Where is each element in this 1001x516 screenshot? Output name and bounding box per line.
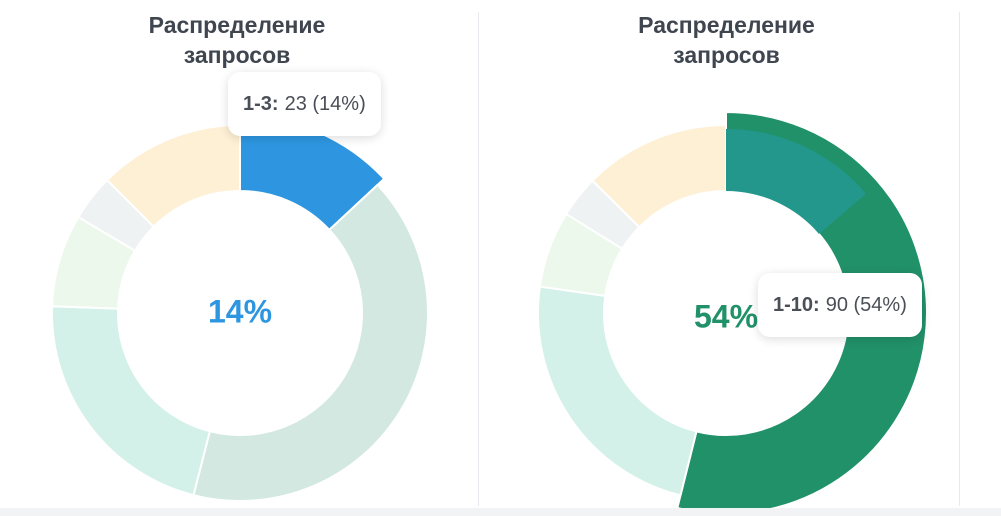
donut-slice[interactable] — [192, 183, 429, 502]
tooltip-label: 1-3: — [243, 93, 279, 115]
donut-chart: 14% — [51, 115, 429, 502]
tooltip-label: 1-10: — [773, 294, 820, 316]
chart-tooltip: 1-3: 23 (14%) — [228, 72, 381, 136]
chart-tooltip: 1-10: 90 (54%) — [758, 273, 922, 337]
chart-title-line: Распределение — [638, 12, 815, 38]
donut-slice-overlay — [726, 129, 867, 234]
chart-title-line: Распределение — [148, 12, 326, 38]
chart-title: Распределение запросов — [486, 10, 967, 70]
chart-title-line: запросов — [673, 42, 780, 68]
donut-center-value: 14% — [208, 293, 272, 329]
donut-slice[interactable] — [51, 305, 211, 497]
panel-divider — [959, 12, 960, 506]
donut-center-value: 54% — [694, 298, 758, 334]
tooltip-value: 23 (14%) — [284, 93, 366, 115]
chart-title: Распределение запросов — [0, 10, 476, 70]
tooltip-value: 90 (54%) — [825, 294, 907, 316]
donut-chart: 54% — [537, 111, 928, 515]
panel-divider — [478, 12, 479, 506]
donut-slice[interactable] — [591, 124, 727, 229]
donut-slice[interactable] — [537, 285, 698, 497]
chart-panel: Распределение запросов 54% — [478, 0, 959, 516]
chart-title-line: запросов — [183, 42, 291, 68]
footer-strip — [0, 508, 1001, 516]
chart-panel: Распределение запросов 14% — [0, 0, 478, 516]
